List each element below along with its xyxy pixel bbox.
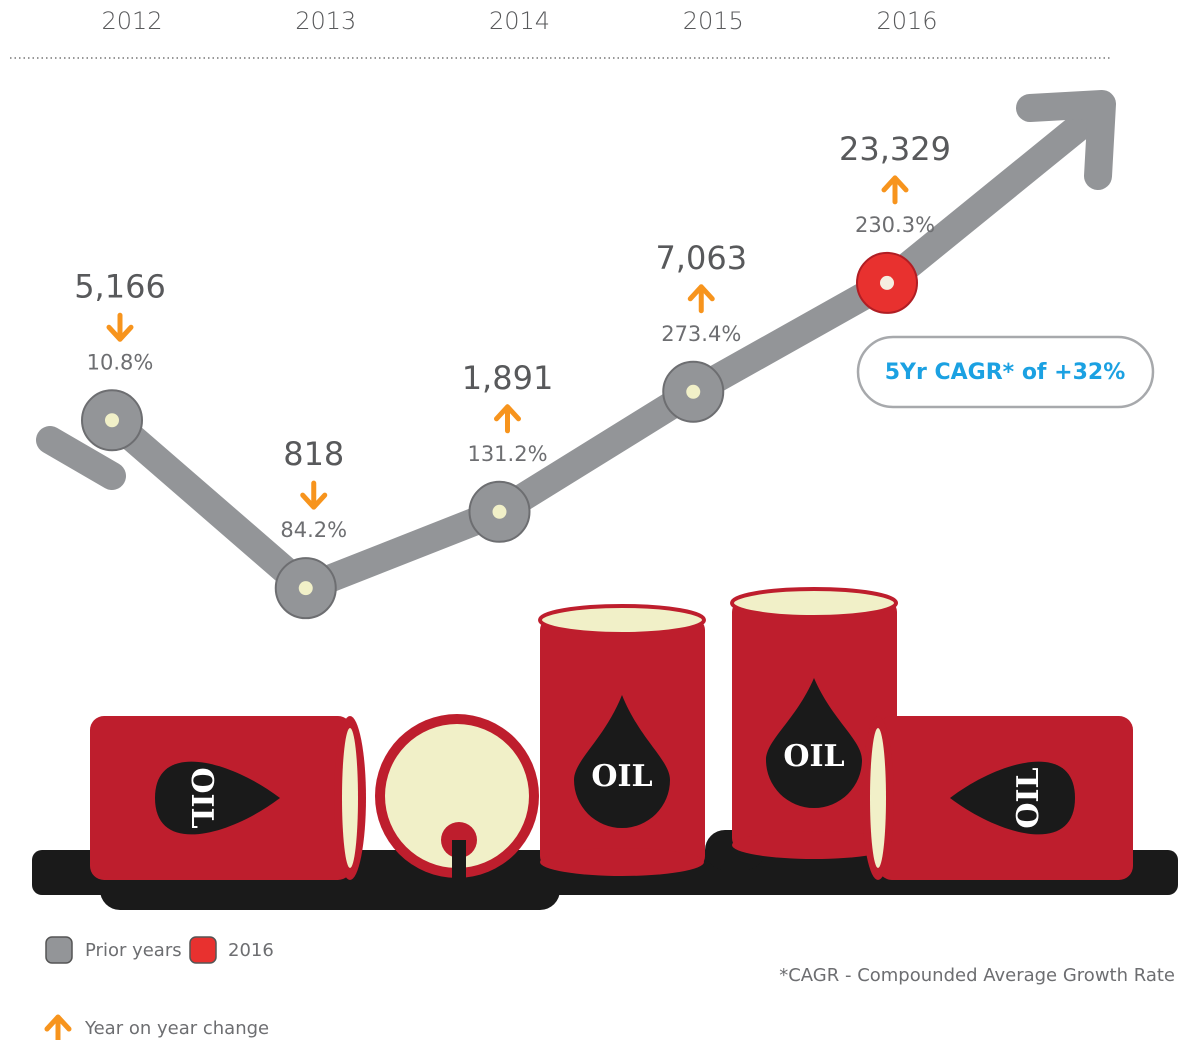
change-arrow xyxy=(690,287,712,311)
x-tick-label: 2014 xyxy=(489,7,550,35)
footnote: *CAGR - Compounded Average Growth Rate xyxy=(779,965,1175,986)
change-arrow xyxy=(303,483,325,507)
point-center xyxy=(105,413,119,427)
change-label: 10.8% xyxy=(87,350,154,374)
change-label: 84.2% xyxy=(280,518,347,542)
legend-arrow xyxy=(47,1017,69,1040)
point-center xyxy=(686,385,700,399)
legend-label: Prior years xyxy=(85,940,182,961)
value-label: 818 xyxy=(283,435,344,473)
barrel-label: OIL xyxy=(591,759,652,794)
point-center xyxy=(493,505,507,519)
change-label: 273.4% xyxy=(661,322,741,346)
change-label: 131.2% xyxy=(467,442,547,466)
change-arrow xyxy=(497,407,519,431)
legend-swatch xyxy=(46,937,72,963)
change-arrow xyxy=(884,178,906,202)
value-label: 5,166 xyxy=(74,267,166,305)
value-label: 23,329 xyxy=(839,130,951,168)
chart: 5Yr CAGR* of +32% OIL OIL OIL OIL *CAGR … xyxy=(0,0,1178,1040)
barrel-label: OIL xyxy=(783,739,844,774)
x-tick-label: 2015 xyxy=(683,7,744,35)
barrel-label: OIL xyxy=(1011,767,1046,828)
point-center xyxy=(299,581,313,595)
x-tick-label: 2013 xyxy=(295,7,356,35)
x-tick-label: 2016 xyxy=(876,7,937,35)
annotation: 5Yr CAGR* of +32% xyxy=(885,360,1126,385)
legend-label: 2016 xyxy=(228,940,274,961)
legend-swatch xyxy=(190,937,216,963)
barrel-label: OIL xyxy=(184,767,219,828)
value-label: 7,063 xyxy=(655,239,747,277)
page: {"chart_data": { "type": "line", "catego… xyxy=(0,0,1178,1040)
value-label: 1,891 xyxy=(462,359,554,397)
change-arrow xyxy=(109,315,131,339)
change-label: 230.3% xyxy=(855,213,935,237)
x-tick-label: 2012 xyxy=(101,7,162,35)
barrels: OIL OIL OIL OIL xyxy=(32,589,1178,910)
legend-label: Year on year change xyxy=(84,1018,269,1039)
point-center xyxy=(880,276,894,290)
